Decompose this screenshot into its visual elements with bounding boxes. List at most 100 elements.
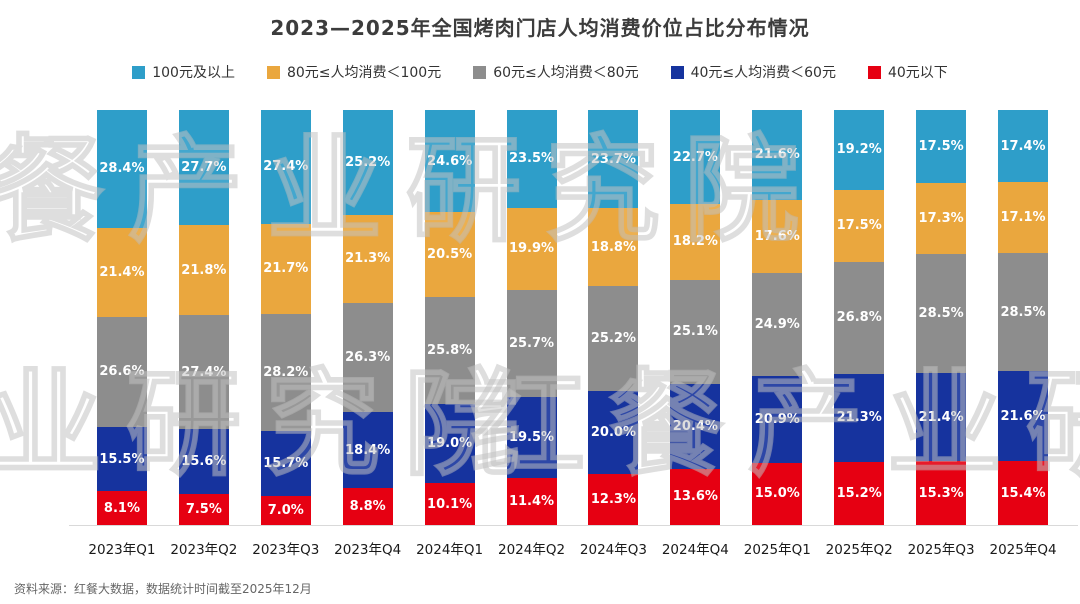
- legend-item: 40元以下: [867, 62, 948, 82]
- segment-value-label: 17.6%: [754, 228, 800, 244]
- bar-segment: 23.7%: [588, 110, 639, 209]
- segment-value-label: 24.6%: [427, 153, 473, 169]
- bar-cell: 23.7% 18.8% 25.2% 20.0% 12.3%: [572, 110, 654, 525]
- segment-value-label: 10.1%: [427, 496, 473, 512]
- x-axis-label: 2025年Q4: [989, 542, 1057, 558]
- segment-value-label: 25.1%: [672, 324, 718, 340]
- segment-value-label: 19.2%: [836, 142, 882, 158]
- bar-segment: 18.8%: [588, 208, 639, 287]
- segment-value-label: 26.3%: [345, 350, 391, 366]
- segment-value-label: 15.5%: [99, 451, 145, 467]
- legend-item: 60元≤人均消费＜80元: [473, 62, 639, 82]
- segment-value-label: 21.4%: [918, 409, 964, 425]
- bar-segment: 25.2%: [342, 110, 393, 215]
- bar-segment: 21.4%: [916, 372, 967, 462]
- segment-value-label: 21.7%: [263, 261, 309, 277]
- bar-segment: 24.6%: [424, 110, 475, 213]
- bar-segment: 17.5%: [834, 189, 885, 263]
- bar-cell: 22.7% 18.2% 25.1% 20.4% 13.6%: [654, 110, 736, 525]
- segment-value-label: 7.0%: [267, 502, 304, 518]
- legend-label: 40元≤人均消费＜60元: [690, 65, 836, 81]
- bar-segment: 28.5%: [998, 253, 1049, 372]
- bar-segment: 27.4%: [178, 315, 229, 430]
- segment-value-label: 15.7%: [263, 455, 309, 471]
- bar-segment: 26.3%: [342, 302, 393, 413]
- legend-item: 80元≤人均消费＜100元: [266, 62, 442, 82]
- bar-segment: 15.5%: [96, 427, 147, 492]
- bar-segment: 19.9%: [506, 207, 557, 291]
- legend-label: 80元≤人均消费＜100元: [286, 65, 442, 81]
- segment-value-label: 18.2%: [672, 234, 718, 250]
- segment-value-label: 28.4%: [99, 161, 145, 177]
- bar-segment: 25.8%: [424, 297, 475, 405]
- segment-value-label: 19.5%: [508, 429, 555, 445]
- stacked-bar: 25.2% 21.3% 26.3% 18.4% 8.8%: [342, 110, 393, 525]
- bar-segment: 20.0%: [588, 390, 639, 474]
- segment-value-label: 13.6%: [672, 489, 718, 505]
- segment-value-label: 25.2%: [590, 331, 636, 347]
- segment-value-label: 26.8%: [836, 310, 882, 326]
- bar-segment: 25.2%: [588, 286, 639, 391]
- bar-segment: 28.5%: [916, 254, 967, 373]
- bar-segment: 21.6%: [998, 371, 1049, 462]
- bar-segment: 15.4%: [998, 461, 1049, 525]
- bar-segment: 12.3%: [588, 473, 639, 525]
- segment-value-label: 21.6%: [754, 147, 800, 163]
- segment-value-label: 28.2%: [263, 364, 309, 380]
- bar-segment: 21.3%: [834, 373, 885, 462]
- bar-segment: 18.2%: [670, 204, 721, 280]
- bar-segment: 21.7%: [260, 223, 311, 314]
- bar-segment: 25.1%: [670, 279, 721, 384]
- bar-segment: 17.5%: [916, 110, 967, 183]
- segment-value-label: 20.5%: [427, 247, 473, 263]
- bar-segment: 20.4%: [670, 383, 721, 469]
- bar-segment: 27.4%: [260, 110, 311, 224]
- x-axis-label: 2025年Q2: [825, 542, 893, 558]
- segment-value-label: 20.0%: [590, 424, 636, 440]
- bar-segment: 26.8%: [834, 262, 885, 374]
- bar-segment: 24.9%: [752, 272, 803, 376]
- stacked-bar: 23.7% 18.8% 25.2% 20.0% 12.3%: [588, 110, 639, 525]
- x-axis-label: 2025年Q3: [907, 542, 975, 558]
- bar-segment: 19.2%: [834, 110, 885, 190]
- segment-value-label: 28.5%: [918, 306, 964, 322]
- stacked-bar: 17.4% 17.1% 28.5% 21.6% 15.4%: [998, 110, 1049, 525]
- bar-segment: 25.7%: [506, 290, 557, 397]
- bar-segment: 7.0%: [260, 495, 311, 525]
- segment-value-label: 27.4%: [263, 159, 309, 175]
- bar-segment: 21.4%: [96, 227, 147, 317]
- stacked-bar: 28.4% 21.4% 26.6% 15.5% 8.1%: [96, 110, 147, 525]
- segment-value-label: 21.3%: [345, 251, 391, 267]
- x-axis-label: 2024年Q4: [661, 542, 729, 558]
- bar-cell: 17.5% 17.3% 28.5% 21.4% 15.3%: [900, 110, 982, 525]
- bar-segment: 8.1%: [96, 491, 147, 525]
- bar-segment: 19.5%: [506, 396, 557, 478]
- segment-value-label: 24.9%: [754, 316, 800, 332]
- segment-value-label: 25.8%: [427, 343, 473, 359]
- bar-segment: 15.6%: [178, 429, 229, 494]
- legend-item: 100元及以上: [132, 62, 235, 82]
- bar-segment: 15.7%: [260, 430, 311, 496]
- legend-swatch: [266, 65, 280, 79]
- stacked-bar: 17.5% 17.3% 28.5% 21.4% 15.3%: [916, 110, 967, 525]
- bar-segment: 28.4%: [96, 110, 147, 228]
- legend-label: 60元≤人均消费＜80元: [493, 65, 639, 81]
- bar-segment: 21.6%: [752, 110, 803, 200]
- bar-segment: 21.8%: [178, 224, 229, 316]
- segment-value-label: 15.4%: [1000, 485, 1046, 501]
- bars-container: 28.4% 21.4% 26.6% 15.5% 8.1% 27.7% 21.8% 27.4% 1…: [81, 110, 1064, 525]
- legend: 100元及以上 80元≤人均消费＜100元 60元≤人均消费＜80元 40元≤人均消费…: [0, 62, 1080, 82]
- bar-segment: 15.0%: [752, 462, 803, 525]
- segment-value-label: 15.2%: [836, 485, 882, 501]
- bar-cell: 19.2% 17.5% 26.8% 21.3% 15.2%: [818, 110, 900, 525]
- segment-value-label: 17.3%: [918, 211, 964, 227]
- segment-value-label: 19.9%: [508, 241, 555, 257]
- bar-segment: 20.9%: [752, 375, 803, 463]
- legend-swatch: [132, 65, 146, 79]
- segment-value-label: 27.4%: [181, 364, 227, 380]
- bar-segment: 7.5%: [178, 493, 229, 525]
- segment-value-label: 26.6%: [99, 364, 145, 380]
- bar-segment: 26.6%: [96, 316, 147, 428]
- bar-cell: 25.2% 21.3% 26.3% 18.4% 8.8%: [327, 110, 409, 525]
